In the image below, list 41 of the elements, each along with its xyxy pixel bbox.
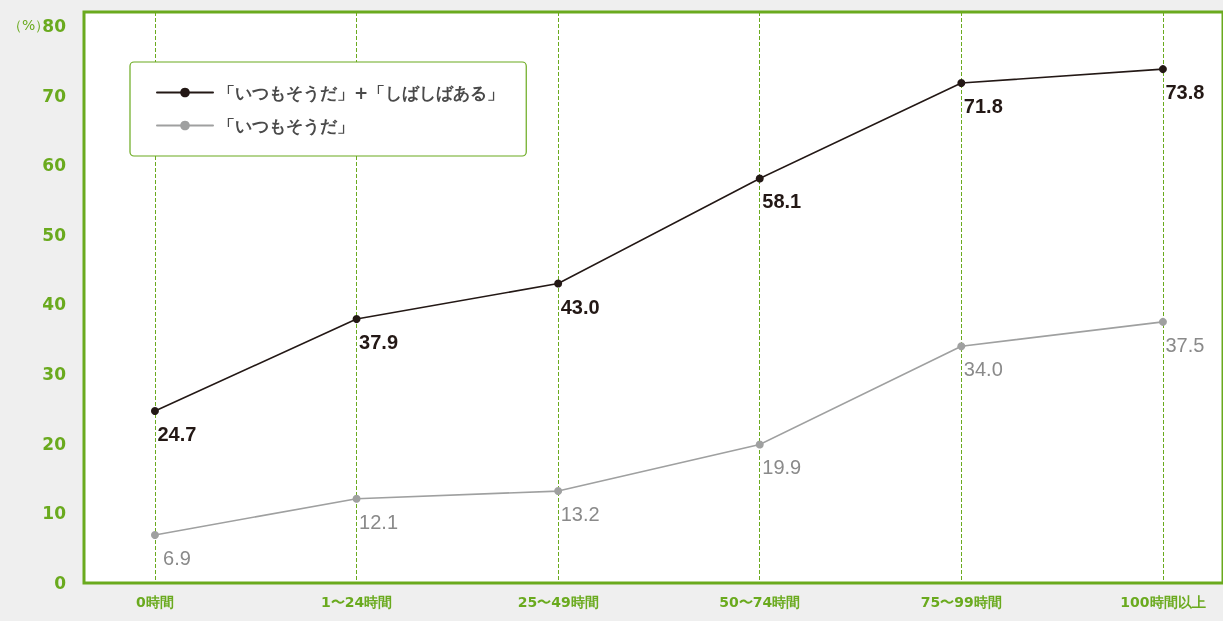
- y-tick-label: 0: [54, 573, 67, 593]
- y-tick-label: 30: [42, 364, 67, 385]
- y-tick-label: 70: [42, 85, 67, 106]
- point: [352, 315, 361, 324]
- point: [554, 279, 563, 288]
- data-label: 13.2: [560, 503, 600, 526]
- point: [1158, 65, 1167, 74]
- data-label: 6.9: [163, 546, 191, 569]
- data-label: 71.8: [963, 95, 1003, 118]
- point: [957, 342, 966, 351]
- x-tick-label: 25〜49時間: [517, 594, 599, 610]
- data-label: 19.9: [762, 456, 802, 479]
- y-tick-label: 80: [42, 15, 67, 36]
- y-tick-label: 10: [42, 503, 67, 524]
- legend-label: 「いつもそうだ」: [218, 115, 354, 136]
- y-tick-label: 40: [42, 294, 67, 315]
- point: [554, 487, 563, 496]
- data-label: 43.0: [560, 295, 600, 318]
- data-label: 37.5: [1165, 333, 1205, 356]
- x-tick-label: 0時間: [136, 594, 174, 610]
- x-tick-label: 75〜99時間: [920, 594, 1002, 610]
- x-tick-label: 1〜24時間: [320, 594, 393, 610]
- data-label: 34.0: [963, 358, 1003, 381]
- point: [352, 494, 361, 503]
- point: [755, 174, 764, 183]
- data-label: 24.7: [157, 423, 197, 445]
- data-label: 12.1: [359, 510, 399, 533]
- data-label: 58.1: [762, 190, 802, 213]
- point: [957, 79, 966, 88]
- x-tick-label: 100時間以上: [1120, 594, 1206, 610]
- data-label: 73.8: [1165, 81, 1205, 104]
- y-tick-label: 50: [42, 224, 67, 245]
- data-label: 37.9: [359, 331, 399, 354]
- point: [755, 440, 764, 449]
- point: [150, 407, 159, 415]
- y-tick-label: 20: [42, 433, 67, 454]
- legend-label: 「いつもそうだ」+「しばしばある」: [218, 82, 505, 103]
- x-tick-label: 50〜74時間: [719, 594, 801, 610]
- point: [1158, 317, 1167, 326]
- point: [150, 530, 159, 539]
- y-tick-label: 60: [42, 155, 67, 176]
